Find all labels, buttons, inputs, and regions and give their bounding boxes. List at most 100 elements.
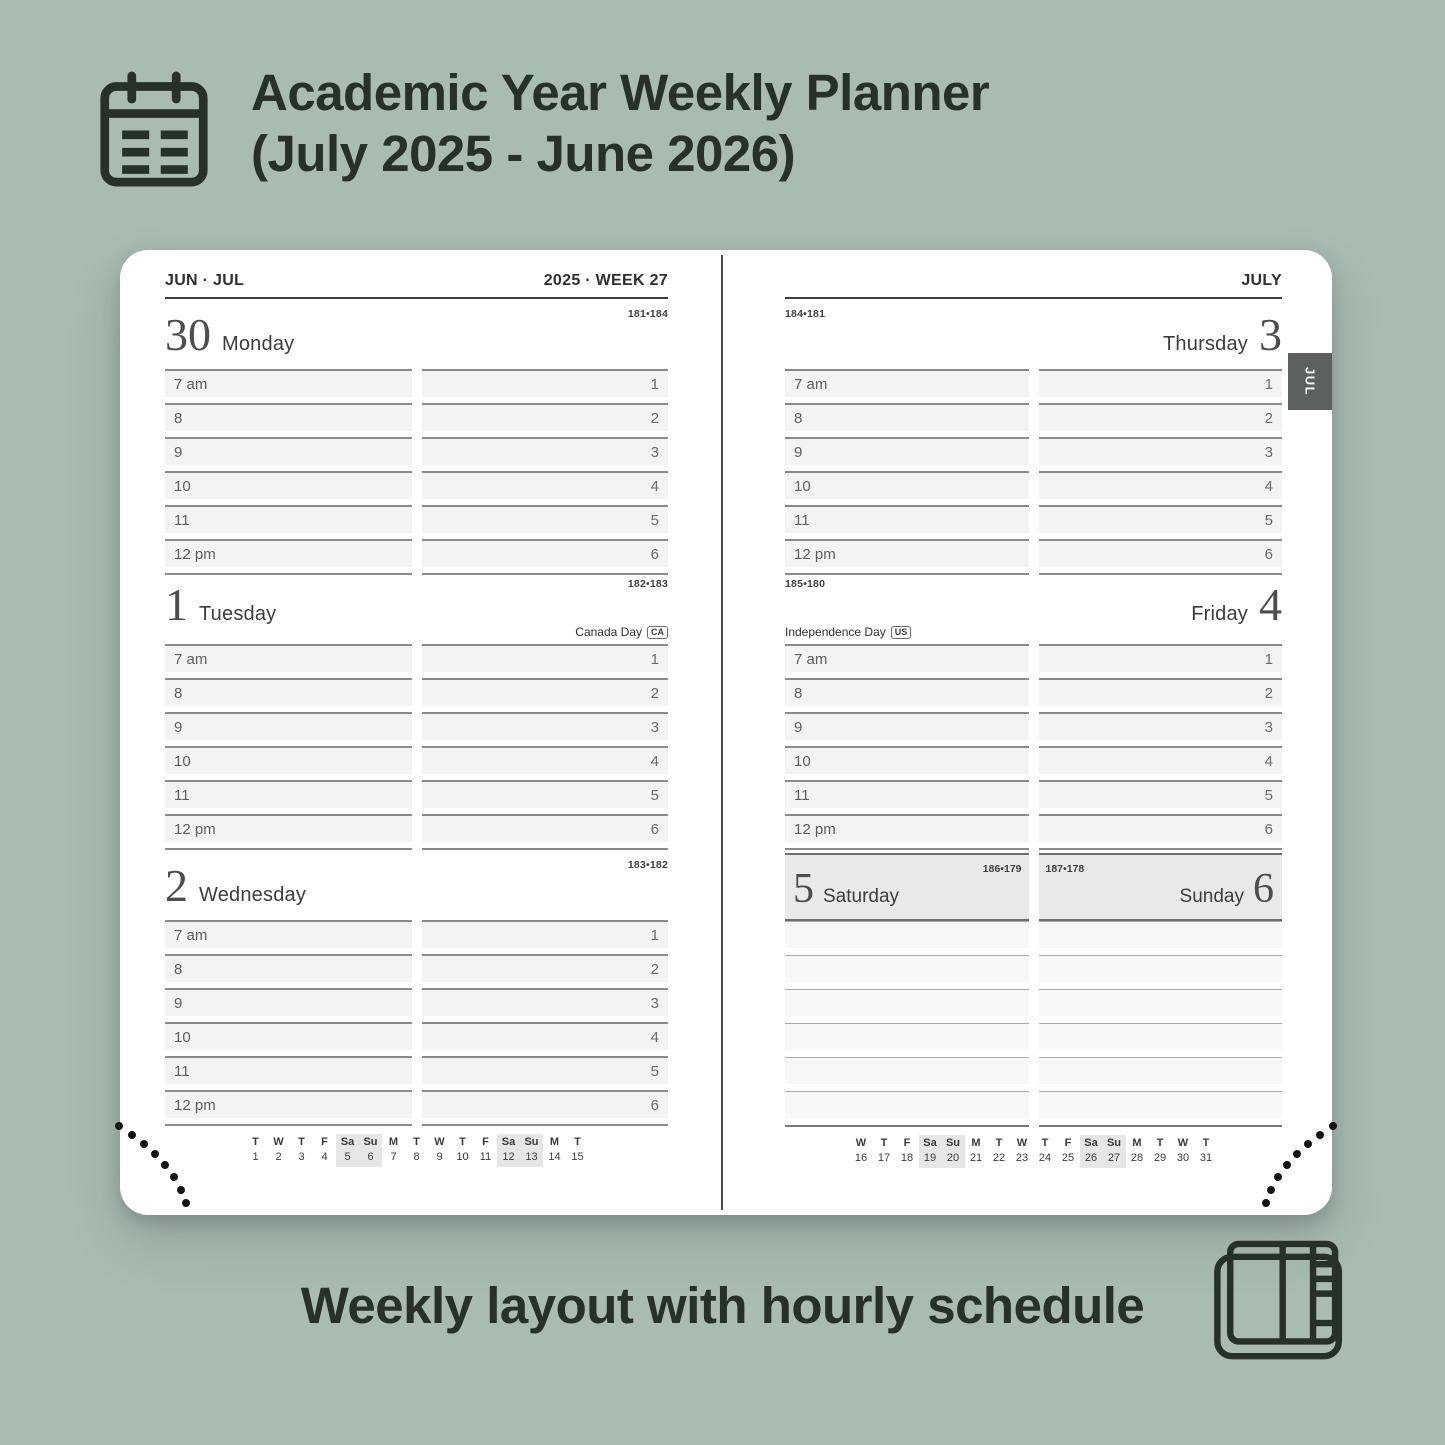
slot-row: 2	[1038, 678, 1282, 706]
note-line	[1038, 1023, 1282, 1050]
slot-row: 4	[421, 471, 668, 499]
slot-row: 3	[1038, 712, 1282, 740]
hour-row: 8	[165, 954, 412, 982]
hour-row: 7 am	[785, 369, 1029, 397]
note-line	[785, 1057, 1029, 1084]
sunday-column: 187•178 Sunday 6	[1038, 853, 1282, 1127]
hour-row: 8	[165, 678, 412, 706]
slot-row: 2	[421, 954, 668, 982]
day-title: 5 Saturday	[793, 868, 899, 910]
product-title: Academic Year Weekly Planner (July 2025 …	[251, 62, 990, 184]
slot-row: 1	[421, 920, 668, 948]
hour-row: 8	[785, 403, 1029, 431]
mini-calendar-cell: W 30	[1176, 1137, 1190, 1164]
day-title: Friday 4	[1191, 582, 1282, 628]
page-numbers: 185•180	[785, 578, 826, 590]
page-spine-divider	[721, 255, 723, 1210]
slot-row: 3	[1038, 437, 1282, 465]
slot-row: 4	[1038, 471, 1282, 499]
mini-calendar-cell: Sa 19	[918, 1135, 942, 1168]
hour-row: 9	[165, 712, 412, 740]
hour-row: 7 am	[785, 644, 1029, 672]
slot-row: 5	[421, 505, 668, 533]
mini-calendar-cell: F 18	[900, 1137, 914, 1164]
corner-dot	[1267, 1186, 1275, 1194]
mini-calendar-cell: Sa 26	[1079, 1135, 1103, 1168]
slot-row: 1	[1038, 644, 1282, 672]
slot-row: 2	[421, 403, 668, 431]
mini-calendar-cell: T 22	[992, 1137, 1006, 1164]
note-line	[1038, 1091, 1282, 1118]
day-name: Saturday	[823, 886, 900, 907]
corner-dot	[115, 1122, 123, 1130]
thursday-hour-grid: 7 am 8 9 10 11 12 pm 1 2 3 4 5 6	[785, 369, 1282, 575]
day-name: Monday	[222, 333, 295, 355]
year-week-label: 2025 · WEEK 27	[543, 272, 668, 289]
day-title: 2 Wednesday	[165, 863, 306, 909]
monday-hour-grid: 7 am 8 9 10 11 12 pm 1 2 3 4 5 6	[165, 369, 668, 575]
slot-row: 5	[421, 780, 668, 808]
note-line	[1038, 921, 1282, 948]
mini-calendar-cell: M 14	[548, 1136, 561, 1163]
corner-dot	[1262, 1199, 1270, 1207]
slot-row: 1	[421, 369, 668, 397]
slot-row: 3	[421, 988, 668, 1016]
note-line	[785, 1023, 1029, 1050]
day-name: Thursday	[1163, 333, 1248, 355]
day-title: 1 Tuesday	[165, 582, 276, 628]
corner-dot	[1283, 1161, 1291, 1169]
day-number: 4	[1259, 579, 1282, 630]
hour-row: 7 am	[165, 369, 412, 397]
weekend-section: 186•179 5 Saturday 187•178	[785, 853, 1282, 1127]
slot-row: 5	[421, 1056, 668, 1084]
mini-month-strip-left: T 1 W 2 T 3 F 4 Sa 5 Su 6 M 7 T 8 W 9 T 10 F 11 Sa 12 Su 13 M 14 T 15	[165, 1134, 668, 1167]
day-name: Tuesday	[199, 603, 277, 625]
mini-month-strip-right: W 16 T 17 F 18 Sa 19 Su 20 M 21 T 22 W 23 T 24 F 25 Sa 26 Su 27…	[785, 1135, 1282, 1168]
mini-calendar-cell: W 16	[854, 1137, 868, 1164]
page-numbers: 182•183	[627, 578, 668, 590]
slot-row: 3	[421, 437, 668, 465]
hour-row: 12 pm	[165, 539, 412, 567]
slot-row: 5	[1038, 780, 1282, 808]
corner-dot	[161, 1161, 169, 1169]
holiday-name: Canada Day	[575, 625, 642, 639]
page-numbers: 183•182	[627, 859, 668, 871]
slot-row: 6	[421, 814, 668, 842]
corner-dot	[1316, 1131, 1324, 1139]
mini-calendar-cell: T 15	[571, 1136, 584, 1163]
hour-row: 11	[165, 1056, 412, 1084]
holiday-country-badge: CA	[647, 625, 668, 639]
mini-calendar-cell: T 29	[1153, 1137, 1167, 1164]
note-line	[1038, 955, 1282, 982]
page-numbers: 184•181	[785, 308, 826, 320]
day-title: Sunday 6	[1180, 868, 1274, 910]
mini-calendar-cell: Su 20	[941, 1135, 965, 1168]
hour-row: 8	[785, 678, 1029, 706]
slot-row: 2	[421, 678, 668, 706]
product-title-line1: Academic Year Weekly Planner	[251, 64, 990, 121]
day-number: 30	[165, 309, 211, 360]
mini-calendar-cell: T 24	[1038, 1137, 1052, 1164]
hour-row: 7 am	[165, 644, 412, 672]
planner-right-page: JULY 184•181 Thursday 3 7 am 8 9 10 11 12 pm …	[785, 250, 1282, 1215]
slot-row: 6	[1038, 814, 1282, 842]
holiday-country-badge: US	[890, 625, 912, 639]
day-title: 30 Monday	[165, 312, 294, 358]
hour-row: 12 pm	[165, 814, 412, 842]
note-line	[785, 921, 1029, 948]
page-numbers: 181•184	[627, 308, 668, 320]
mini-calendar-cell: F 11	[479, 1136, 492, 1163]
month-tab-jul: JUL	[1288, 353, 1332, 410]
corner-dot	[1274, 1173, 1282, 1181]
hour-row: 9	[165, 988, 412, 1016]
corner-dot	[182, 1199, 190, 1207]
saturday-header: 186•179 5 Saturday	[785, 853, 1029, 921]
slot-row: 6	[421, 1090, 668, 1118]
feature-caption: Weekly layout with hourly schedule	[300, 1277, 1145, 1334]
